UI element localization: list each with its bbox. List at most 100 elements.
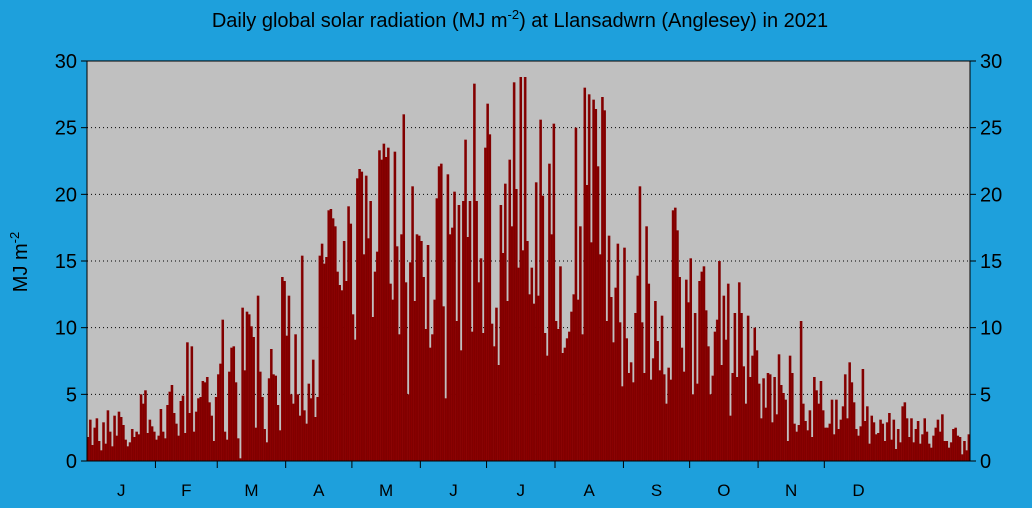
bar: [868, 443, 871, 461]
bar: [175, 423, 178, 461]
bar: [875, 434, 878, 461]
bar: [89, 419, 92, 461]
bar: [426, 245, 430, 461]
title-sup: -2: [508, 7, 520, 22]
bar: [460, 350, 463, 461]
bar: [647, 283, 651, 461]
y-tick-label-left: 30: [55, 51, 77, 73]
bar: [455, 321, 459, 461]
bar: [864, 421, 867, 461]
bar: [471, 331, 474, 461]
bar: [835, 399, 838, 461]
bar: [126, 446, 130, 461]
bar: [197, 398, 200, 461]
bar: [939, 431, 942, 461]
bar: [250, 326, 253, 461]
bar: [318, 255, 322, 461]
bar: [729, 415, 732, 461]
bar: [451, 227, 454, 461]
bar: [201, 381, 205, 461]
bar: [570, 311, 573, 461]
bar: [382, 143, 386, 462]
bar: [270, 349, 273, 461]
bar: [298, 415, 302, 461]
bar: [815, 390, 818, 461]
bar: [106, 410, 110, 461]
bar: [599, 254, 602, 461]
bar: [120, 417, 123, 461]
bar: [128, 442, 132, 461]
bar: [307, 383, 311, 461]
bar: [117, 411, 121, 461]
bar: [908, 437, 911, 461]
bar: [321, 243, 324, 461]
bar: [883, 441, 887, 461]
bar: [943, 441, 946, 461]
bar: [504, 183, 507, 462]
bar: [98, 441, 101, 461]
bar: [347, 206, 350, 461]
bar: [526, 241, 529, 461]
bar: [881, 423, 885, 461]
bar: [164, 438, 167, 461]
bar: [142, 403, 145, 461]
bar: [552, 123, 556, 462]
bar: [241, 307, 244, 461]
bar: [947, 447, 951, 461]
bar: [559, 266, 562, 461]
bar: [607, 235, 611, 461]
bar: [603, 110, 606, 461]
bar: [930, 447, 933, 461]
bar: [177, 435, 180, 461]
bar: [159, 409, 163, 461]
bar: [261, 397, 264, 461]
bar: [541, 195, 545, 462]
bar: [848, 362, 851, 461]
bar: [793, 423, 796, 461]
bar: [95, 418, 99, 461]
bar: [396, 246, 399, 461]
bar: [687, 302, 690, 461]
bar: [543, 333, 547, 461]
bar: [166, 405, 169, 461]
bar: [274, 375, 277, 461]
ylabel-sup: -2: [7, 232, 22, 244]
bar: [437, 166, 441, 461]
x-tick-label: J: [517, 481, 526, 500]
y-tick-label-right: 0: [980, 451, 991, 473]
bar: [453, 191, 456, 462]
bar: [791, 373, 794, 461]
x-tick-label: M: [379, 481, 393, 500]
bar: [265, 442, 269, 461]
bar: [411, 186, 414, 461]
bar: [484, 147, 487, 462]
bar: [561, 353, 564, 461]
bar: [113, 415, 116, 461]
bar: [343, 241, 346, 461]
bar: [563, 347, 567, 461]
bar: [131, 429, 134, 461]
bar: [212, 441, 216, 461]
bar: [479, 258, 483, 461]
bar: [828, 423, 832, 461]
bar: [268, 378, 271, 461]
bar: [928, 443, 931, 461]
y-tick-label-left: 20: [55, 184, 77, 206]
bar: [239, 458, 242, 461]
bar: [550, 234, 553, 461]
bar: [663, 374, 666, 461]
bar: [371, 317, 375, 461]
bar: [334, 226, 337, 461]
bar: [795, 431, 798, 461]
bar: [870, 415, 874, 461]
bar: [349, 223, 353, 461]
bar: [345, 281, 348, 461]
bar: [502, 253, 505, 461]
bar: [184, 433, 187, 461]
x-tick-label: J: [449, 481, 458, 500]
bar: [208, 402, 211, 461]
bar: [616, 243, 620, 461]
bar: [912, 442, 915, 461]
bar: [362, 254, 366, 461]
bar: [742, 366, 745, 461]
